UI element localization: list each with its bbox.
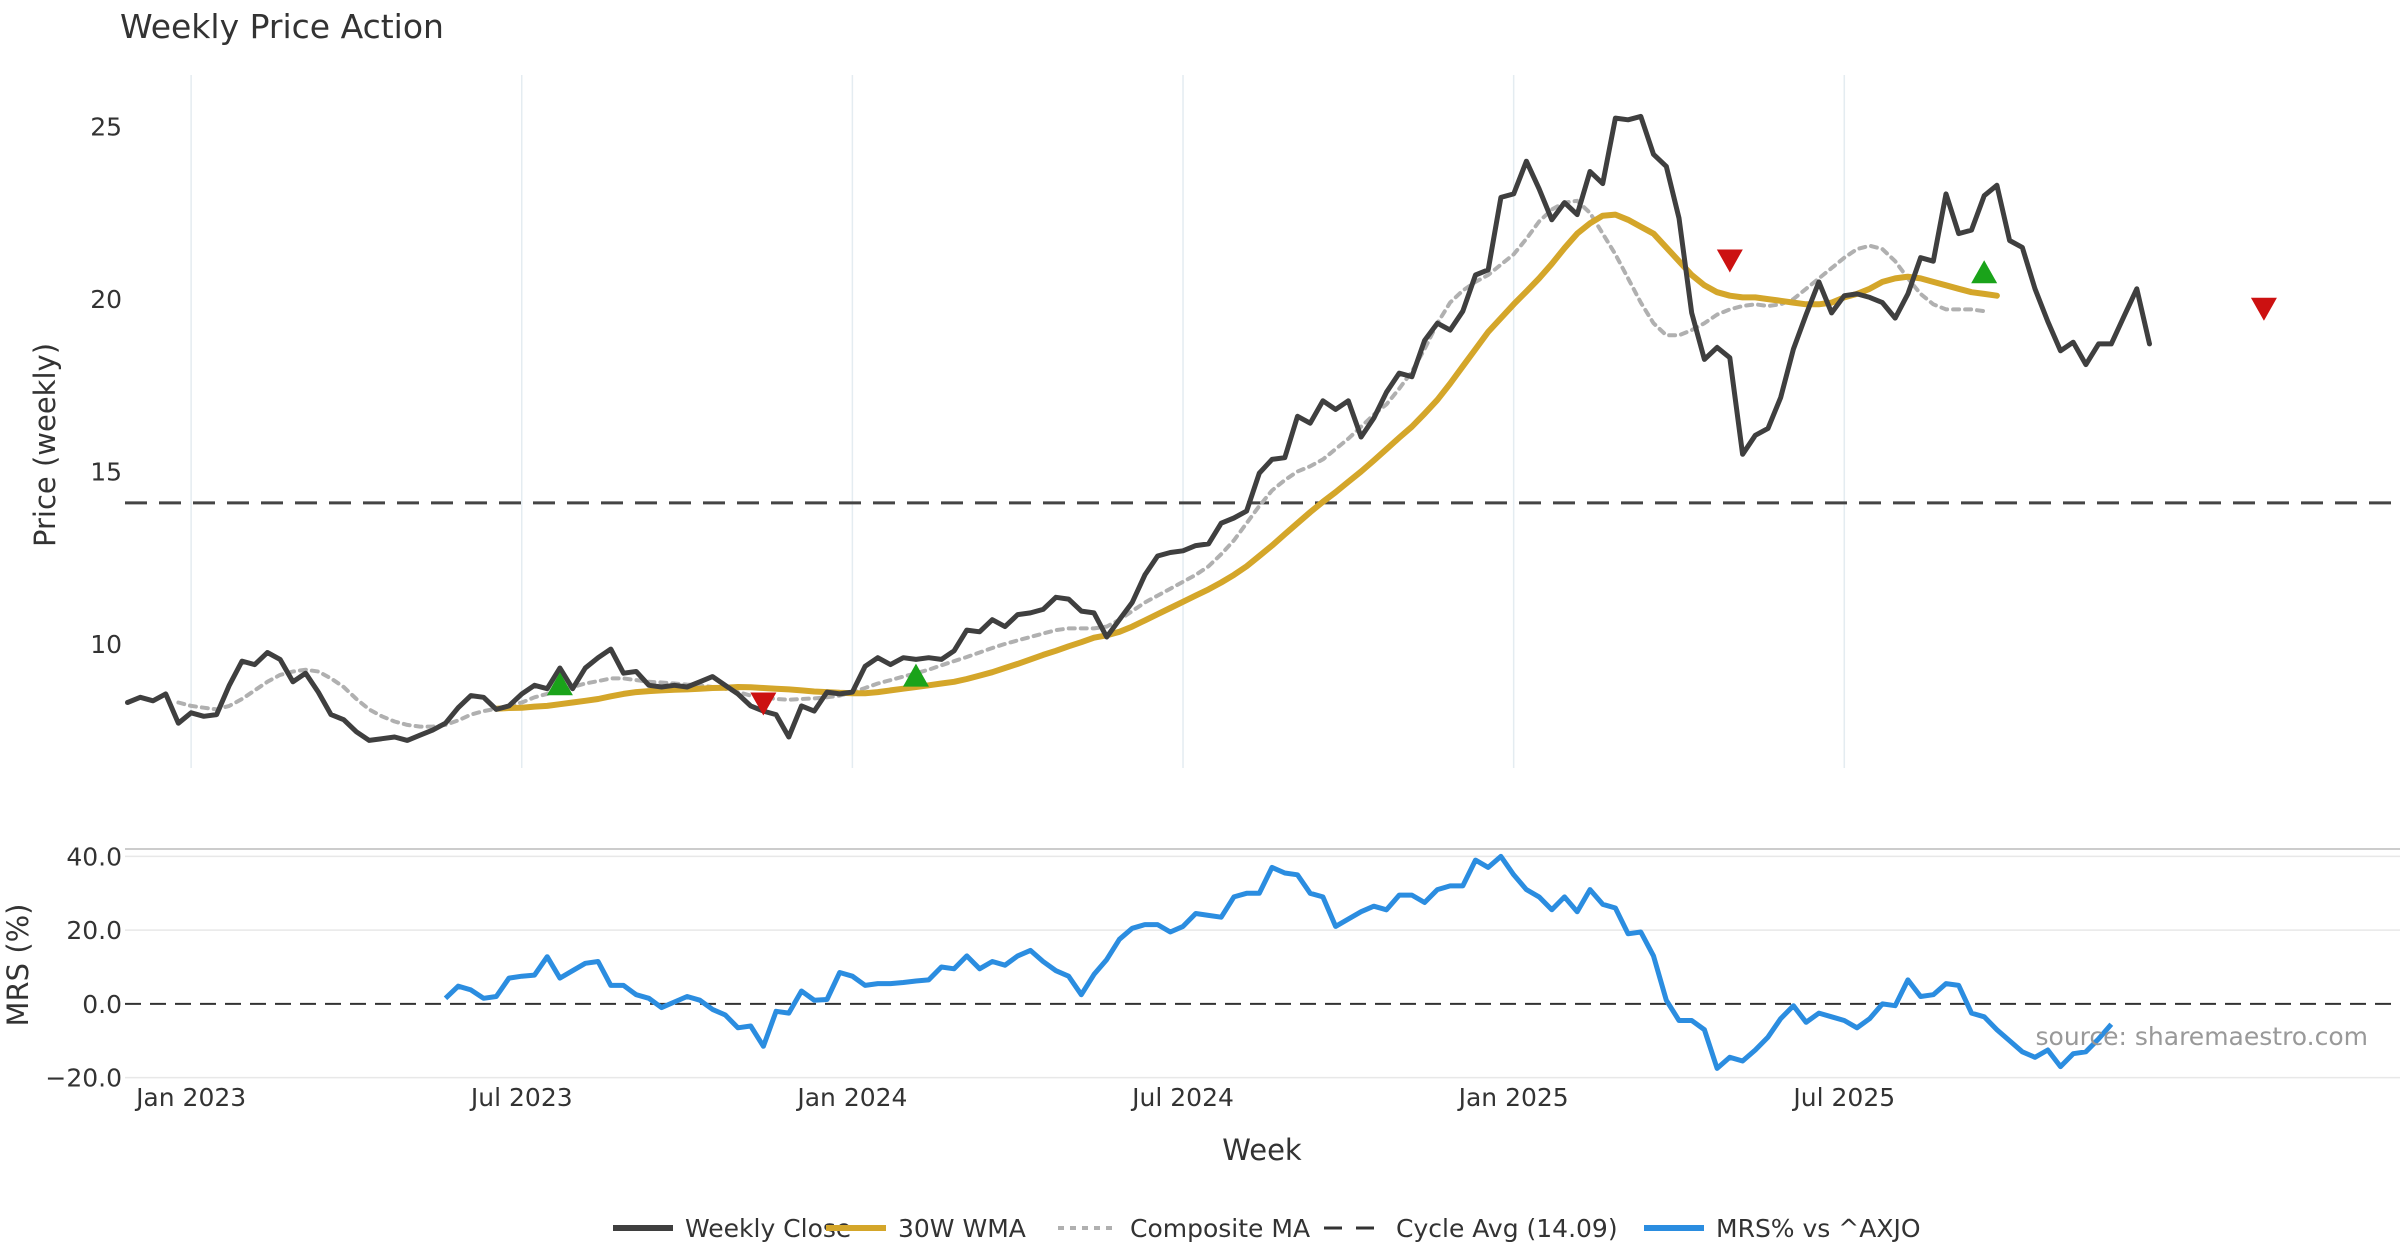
price-panel: 10 15 20 25 Price (weekly)	[28, 75, 2400, 768]
x-tick-label: Jan 2025	[1457, 1083, 1569, 1112]
legend-label: MRS% vs ^AXJO	[1716, 1214, 1921, 1243]
series-weekly-close	[125, 113, 2152, 743]
legend-item: Cycle Avg (14.09)	[1324, 1214, 1618, 1243]
legend-label: Composite MA	[1130, 1214, 1310, 1243]
price-y-tick: 25	[90, 113, 122, 142]
x-tick-label: Jul 2024	[1130, 1083, 1234, 1112]
mrs-grid	[125, 855, 2400, 1079]
mrs-series	[443, 853, 2114, 1071]
sell-signal-marker	[1716, 249, 1743, 273]
series-composite-ma	[176, 198, 1987, 729]
legend-label: Weekly Close	[685, 1214, 851, 1243]
legend-item: Composite MA	[1058, 1214, 1310, 1243]
mrs-panel: −20.0 0.0 20.0 40.0 MRS (%) source: sharema…	[1, 842, 2400, 1093]
price-y-ticks: 10 15 20 25	[90, 113, 122, 659]
legend-label: 30W WMA	[898, 1214, 1026, 1243]
mrs-y-tick: −20.0	[45, 1064, 122, 1093]
series-mrs-vs-axjo	[443, 853, 2114, 1071]
mrs-y-axis-label: MRS (%)	[1, 904, 35, 1027]
legend-label: Cycle Avg (14.09)	[1396, 1214, 1618, 1243]
price-y-tick: 10	[90, 630, 122, 659]
buy-signal-marker	[902, 663, 929, 687]
mrs-y-ticks: −20.0 0.0 20.0 40.0	[45, 842, 122, 1092]
chart-title: Weekly Price Action	[120, 7, 444, 46]
legend-item: 30W WMA	[826, 1214, 1026, 1243]
buy-signal-marker	[1971, 260, 1998, 284]
price-y-tick: 20	[90, 285, 122, 314]
price-y-tick: 15	[90, 457, 122, 486]
price-y-axis-label: Price (weekly)	[28, 343, 62, 547]
mrs-y-tick: 20.0	[66, 916, 122, 945]
buy-signal-marker	[546, 672, 573, 696]
price-series	[125, 113, 2152, 743]
x-axis-label: Week	[1222, 1133, 1302, 1167]
x-tick-label: Jul 2025	[1791, 1083, 1895, 1112]
source-annotation: source: sharemaestro.com	[2036, 1022, 2369, 1051]
x-axis-ticks: Jan 2023 Jul 2023 Jan 2024 Jul 2024 Jan 2025…	[134, 1083, 1895, 1112]
legend-item: MRS% vs ^AXJO	[1644, 1214, 1921, 1243]
sell-signal-marker	[750, 692, 777, 716]
legend-item: Weekly Close	[613, 1214, 851, 1243]
x-tick-label: Jul 2023	[469, 1083, 573, 1112]
signal-markers	[546, 249, 2277, 716]
mrs-y-tick: 40.0	[66, 842, 122, 871]
sell-signal-marker	[2250, 297, 2277, 321]
series-30w-wma	[493, 211, 2000, 712]
legend: Weekly Close 30W WMA Composite MA Cycle Avg…	[613, 1214, 1921, 1243]
x-tick-label: Jan 2023	[134, 1083, 246, 1112]
mrs-y-tick: 0.0	[82, 990, 122, 1019]
x-tick-label: Jan 2024	[795, 1083, 907, 1112]
